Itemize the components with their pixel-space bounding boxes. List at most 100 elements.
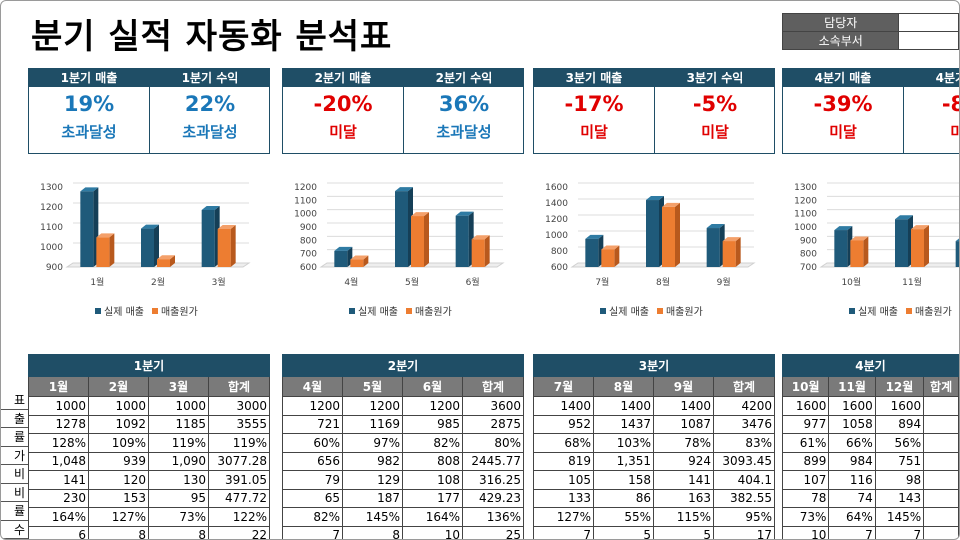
table-cell[interactable]: 82% xyxy=(402,433,463,453)
table-cell[interactable]: 8 xyxy=(148,525,209,539)
table-cell[interactable]: 109% xyxy=(88,433,149,453)
table-cell[interactable]: 316.25 xyxy=(462,470,524,490)
table-cell[interactable]: 95 xyxy=(148,488,209,508)
kpi-sales-cell[interactable]: 3분기 매출 -17% 미달 xyxy=(534,69,654,153)
table-cell[interactable]: 2875 xyxy=(462,414,524,434)
table-cell[interactable]: 7 xyxy=(282,525,343,539)
table-cell[interactable]: 404.1 xyxy=(713,470,775,490)
bar-cost[interactable] xyxy=(911,225,929,267)
bar-actual[interactable] xyxy=(646,196,664,267)
owner-field[interactable] xyxy=(898,13,959,32)
table-cell[interactable]: 1087 xyxy=(653,414,714,434)
table-cell[interactable]: 1400 xyxy=(593,396,654,416)
table-cell[interactable]: 1000 xyxy=(28,396,89,416)
table-cell[interactable]: 1,351 xyxy=(593,451,654,471)
bar-actual[interactable] xyxy=(585,234,604,267)
table-cell[interactable]: 107 xyxy=(781,470,830,490)
bar-actual[interactable] xyxy=(455,211,474,267)
bar-cost[interactable] xyxy=(850,236,869,267)
table-cell[interactable]: 1600 xyxy=(874,396,925,416)
table-cell[interactable]: 721 xyxy=(282,414,343,434)
table-cell[interactable]: 164% xyxy=(402,507,463,527)
bar-cost[interactable] xyxy=(157,255,175,267)
table-cell[interactable]: 120 xyxy=(88,470,149,490)
table-cell[interactable]: 133 xyxy=(533,488,594,508)
table-cell[interactable]: 115% xyxy=(653,507,714,527)
table-cell[interactable]: 3000 xyxy=(208,396,270,416)
table-cell[interactable]: 86 xyxy=(593,488,654,508)
bar-cost[interactable] xyxy=(217,225,236,267)
table-cell[interactable]: 187 xyxy=(342,488,403,508)
table-cell[interactable]: 1600 xyxy=(828,396,876,416)
table-cell[interactable]: 130 xyxy=(148,470,209,490)
table-cell[interactable]: 105 xyxy=(533,470,594,490)
bar-cost[interactable] xyxy=(96,233,115,267)
table-cell[interactable]: 119% xyxy=(148,433,209,453)
bar-chart-q4[interactable]: 700800900100011001200130010월11월12월실제 매출매… xyxy=(785,173,959,323)
dept-field[interactable] xyxy=(898,31,959,50)
table-cell[interactable] xyxy=(923,470,959,490)
table-cell[interactable]: 97% xyxy=(342,433,403,453)
table-cell[interactable]: 1200 xyxy=(342,396,403,416)
table-cell[interactable]: 141 xyxy=(653,470,714,490)
bar-actual[interactable] xyxy=(834,226,853,267)
table-cell[interactable]: 1200 xyxy=(282,396,343,416)
table-cell[interactable]: 22 xyxy=(208,525,270,539)
table-cell[interactable]: 6 xyxy=(28,525,89,539)
table-cell[interactable]: 984 xyxy=(828,451,876,471)
table-cell[interactable]: 82% xyxy=(282,507,343,527)
table-cell[interactable] xyxy=(923,396,959,416)
table-cell[interactable]: 819 xyxy=(533,451,594,471)
bar-actual[interactable] xyxy=(80,187,99,267)
bar-chart-q3[interactable]: 600 800 1000 1200 1400 1600 7월 8월 9월 실제 매출 매출원가 xyxy=(536,173,781,323)
table-cell[interactable]: 136% xyxy=(462,507,524,527)
table-cell[interactable]: 79 xyxy=(282,470,343,490)
bar-actual[interactable] xyxy=(895,215,913,267)
table-cell[interactable]: 3476 xyxy=(713,414,775,434)
table-cell[interactable]: 7 xyxy=(533,525,594,539)
bar-chart-q2[interactable]: 600 700 800 900 1000 1100 1200 4월 5월 6월 실제 매출 매출원가 xyxy=(285,173,530,323)
bar-cost[interactable] xyxy=(601,245,620,267)
bar-cost[interactable] xyxy=(662,202,680,267)
table-cell[interactable]: 4200 xyxy=(713,396,775,416)
table-cell[interactable]: 127% xyxy=(88,507,149,527)
kpi-profit-cell[interactable]: 3분기 수익 -5% 미달 xyxy=(654,69,775,153)
table-cell[interactable]: 3093.45 xyxy=(713,451,775,471)
table-cell[interactable]: 78 xyxy=(781,488,830,508)
table-cell[interactable]: 977 xyxy=(781,414,830,434)
table-cell[interactable] xyxy=(923,488,959,508)
table-cell[interactable]: 68% xyxy=(533,433,594,453)
table-cell[interactable]: 1278 xyxy=(28,414,89,434)
table-cell[interactable]: 164% xyxy=(28,507,89,527)
bar-actual[interactable] xyxy=(395,187,413,267)
table-cell[interactable]: 8 xyxy=(88,525,149,539)
table-cell[interactable]: 924 xyxy=(653,451,714,471)
table-cell[interactable]: 1169 xyxy=(342,414,403,434)
bar-cost[interactable] xyxy=(722,237,741,267)
table-cell[interactable]: 78% xyxy=(653,433,714,453)
table-cell[interactable]: 3077.28 xyxy=(208,451,270,471)
table-cell[interactable]: 56% xyxy=(874,433,925,453)
table-cell[interactable]: 10 xyxy=(402,525,463,539)
bar-actual[interactable] xyxy=(141,224,159,267)
table-cell[interactable]: 1,090 xyxy=(148,451,209,471)
table-cell[interactable]: 5 xyxy=(593,525,654,539)
table-cell[interactable]: 1000 xyxy=(148,396,209,416)
table-cell[interactable]: 153 xyxy=(88,488,149,508)
table-cell[interactable]: 1600 xyxy=(781,396,830,416)
table-cell[interactable]: 163 xyxy=(653,488,714,508)
table-cell[interactable]: 127% xyxy=(533,507,594,527)
table-cell[interactable] xyxy=(923,525,959,539)
table-cell[interactable]: 1400 xyxy=(533,396,594,416)
table-cell[interactable]: 122% xyxy=(208,507,270,527)
table-cell[interactable]: 177 xyxy=(402,488,463,508)
table-cell[interactable]: 1400 xyxy=(653,396,714,416)
table-cell[interactable]: 5 xyxy=(653,525,714,539)
table-cell[interactable]: 73% xyxy=(148,507,209,527)
kpi-sales-cell[interactable]: 2분기 매출 -20% 미달 xyxy=(283,69,403,153)
table-cell[interactable]: 985 xyxy=(402,414,463,434)
table-cell[interactable]: 64% xyxy=(828,507,876,527)
table-cell[interactable]: 65 xyxy=(282,488,343,508)
bar-cost[interactable] xyxy=(350,255,369,267)
table-cell[interactable]: 382.55 xyxy=(713,488,775,508)
